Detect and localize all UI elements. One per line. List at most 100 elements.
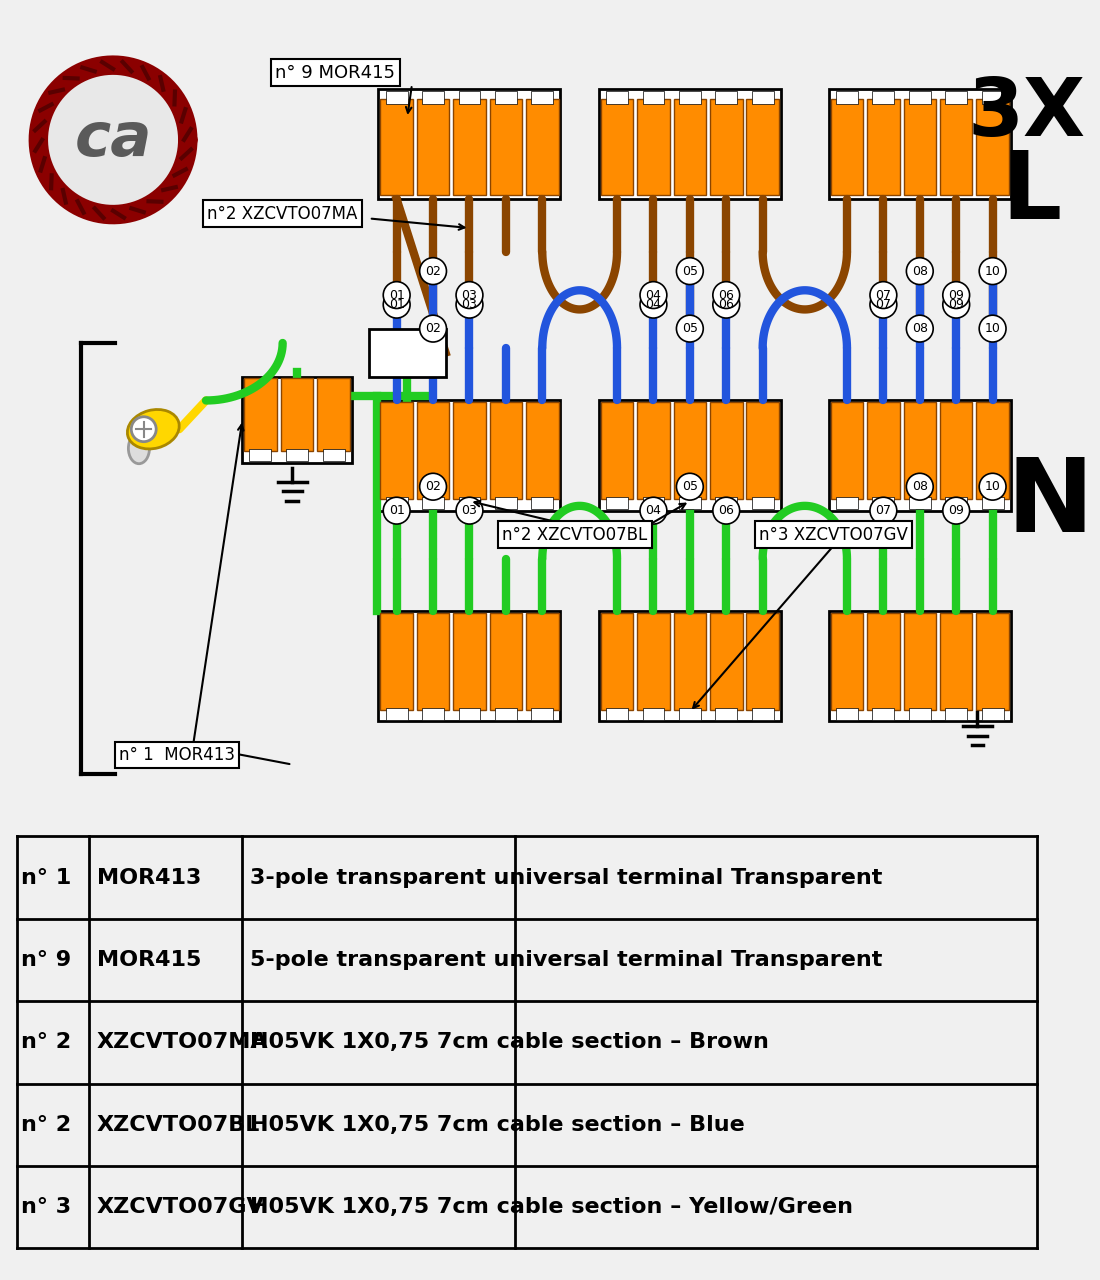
Bar xyxy=(637,613,670,710)
Bar xyxy=(939,99,972,196)
Bar xyxy=(637,402,670,499)
Ellipse shape xyxy=(129,433,150,463)
Bar xyxy=(939,613,972,710)
Bar xyxy=(459,708,481,719)
Text: N: N xyxy=(1006,453,1093,554)
Circle shape xyxy=(640,282,667,308)
Bar xyxy=(715,497,737,508)
Bar xyxy=(751,91,773,105)
Bar xyxy=(381,613,412,710)
Bar xyxy=(490,402,522,499)
Bar xyxy=(710,402,742,499)
Bar xyxy=(751,497,773,508)
Text: 05: 05 xyxy=(682,480,697,493)
Bar xyxy=(679,497,701,508)
Text: 08: 08 xyxy=(912,323,927,335)
Bar xyxy=(606,497,628,508)
Bar xyxy=(939,402,972,499)
Bar xyxy=(830,613,864,710)
Circle shape xyxy=(420,257,447,284)
Circle shape xyxy=(383,292,410,317)
Text: 08: 08 xyxy=(912,265,927,278)
Text: 10: 10 xyxy=(984,265,1001,278)
Bar xyxy=(747,99,779,196)
Bar xyxy=(453,402,486,499)
Bar xyxy=(945,91,967,105)
Bar xyxy=(598,401,781,511)
Text: 10: 10 xyxy=(984,323,1001,335)
Bar xyxy=(495,708,517,719)
Bar xyxy=(642,497,664,508)
Bar xyxy=(981,497,1003,508)
Text: 02: 02 xyxy=(425,265,441,278)
Text: 5-pole transparent universal terminal Transparent: 5-pole transparent universal terminal Tr… xyxy=(250,950,882,970)
Text: H05VK 1X0,75 7cm cable section – Blue: H05VK 1X0,75 7cm cable section – Blue xyxy=(250,1115,745,1135)
Circle shape xyxy=(383,282,410,308)
Bar xyxy=(836,91,858,105)
Bar xyxy=(368,329,446,376)
Text: 02: 02 xyxy=(425,480,441,493)
Circle shape xyxy=(420,315,447,342)
Bar xyxy=(322,449,344,461)
Bar xyxy=(490,613,522,710)
Text: 03: 03 xyxy=(462,298,477,311)
Circle shape xyxy=(420,474,447,500)
Bar xyxy=(751,708,773,719)
Text: 09: 09 xyxy=(948,288,964,302)
Text: 01: 01 xyxy=(388,298,405,311)
Circle shape xyxy=(943,282,969,308)
Bar xyxy=(830,402,864,499)
Bar xyxy=(872,91,894,105)
Text: n° 9: n° 9 xyxy=(21,950,72,970)
Bar xyxy=(453,613,486,710)
Bar xyxy=(673,402,706,499)
Bar xyxy=(526,613,559,710)
Text: 04: 04 xyxy=(646,298,661,311)
Bar xyxy=(601,99,634,196)
Text: 07: 07 xyxy=(876,504,891,517)
Bar xyxy=(598,90,781,200)
Bar xyxy=(531,497,553,508)
Bar xyxy=(381,402,412,499)
Bar xyxy=(531,91,553,105)
Circle shape xyxy=(676,474,703,500)
Circle shape xyxy=(456,497,483,524)
Text: 03: 03 xyxy=(462,288,477,302)
Text: XZCVTO07MA: XZCVTO07MA xyxy=(97,1033,268,1052)
Bar xyxy=(836,497,858,508)
Bar xyxy=(945,497,967,508)
Circle shape xyxy=(906,474,933,500)
Circle shape xyxy=(870,282,896,308)
Bar xyxy=(250,449,272,461)
Text: ca: ca xyxy=(75,110,152,169)
Bar xyxy=(872,708,894,719)
Circle shape xyxy=(383,497,410,524)
Bar xyxy=(459,91,481,105)
Bar xyxy=(909,91,931,105)
Bar xyxy=(828,90,1011,200)
Bar xyxy=(378,401,561,511)
Bar xyxy=(679,708,701,719)
Text: 04: 04 xyxy=(646,504,661,517)
Bar xyxy=(317,379,350,452)
Circle shape xyxy=(640,292,667,317)
Text: 06: 06 xyxy=(718,298,734,311)
Text: XZCVTO07GV: XZCVTO07GV xyxy=(97,1197,264,1217)
Bar xyxy=(417,613,450,710)
Bar xyxy=(422,497,444,508)
Bar xyxy=(386,91,408,105)
Bar xyxy=(422,708,444,719)
Bar xyxy=(422,91,444,105)
Bar xyxy=(386,497,408,508)
Bar xyxy=(495,497,517,508)
Circle shape xyxy=(979,257,1006,284)
Circle shape xyxy=(676,315,703,342)
Bar xyxy=(381,99,412,196)
Bar xyxy=(453,99,486,196)
Bar xyxy=(715,91,737,105)
Bar xyxy=(945,708,967,719)
Text: MOR415: MOR415 xyxy=(97,950,201,970)
Text: n°3 XZCVTO07GV: n°3 XZCVTO07GV xyxy=(759,526,907,544)
Bar xyxy=(828,612,1011,722)
Bar xyxy=(977,613,1009,710)
